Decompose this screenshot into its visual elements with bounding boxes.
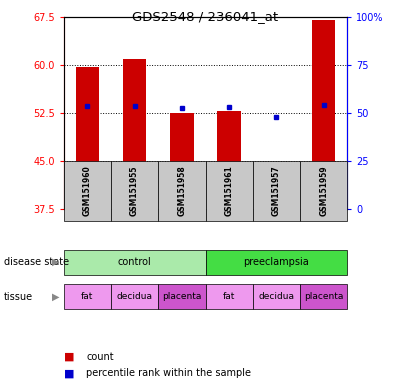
Text: decidua: decidua bbox=[259, 292, 294, 301]
Text: placenta: placenta bbox=[162, 292, 201, 301]
Bar bbox=[265, 203, 288, 209]
Text: ▶: ▶ bbox=[52, 291, 60, 302]
Bar bbox=[206, 161, 253, 221]
Bar bbox=[123, 59, 146, 209]
Bar bbox=[312, 20, 335, 209]
Text: decidua: decidua bbox=[117, 292, 152, 301]
Bar bbox=[158, 161, 206, 221]
Bar bbox=[158, 284, 206, 309]
Bar bbox=[300, 284, 347, 309]
Text: control: control bbox=[118, 257, 152, 267]
Text: fat: fat bbox=[223, 292, 236, 301]
Text: preeclampsia: preeclampsia bbox=[244, 257, 309, 267]
Text: disease state: disease state bbox=[4, 257, 69, 267]
Text: ■: ■ bbox=[64, 368, 74, 378]
Bar bbox=[253, 161, 300, 221]
Text: GSM151955: GSM151955 bbox=[130, 166, 139, 216]
Text: fat: fat bbox=[81, 292, 94, 301]
Text: ▶: ▶ bbox=[52, 257, 60, 267]
Bar bbox=[206, 250, 347, 275]
Bar bbox=[64, 161, 111, 221]
Bar bbox=[111, 161, 158, 221]
Bar bbox=[300, 161, 347, 221]
Text: ■: ■ bbox=[64, 352, 74, 362]
Bar bbox=[217, 111, 241, 209]
Text: GSM151961: GSM151961 bbox=[225, 166, 233, 216]
Bar bbox=[76, 66, 99, 209]
Text: GSM151958: GSM151958 bbox=[178, 166, 186, 216]
Bar bbox=[253, 284, 300, 309]
Text: GSM151959: GSM151959 bbox=[319, 166, 328, 216]
Text: GSM151957: GSM151957 bbox=[272, 166, 281, 216]
Text: count: count bbox=[86, 352, 114, 362]
Bar bbox=[64, 284, 111, 309]
Bar bbox=[111, 284, 158, 309]
Text: placenta: placenta bbox=[304, 292, 343, 301]
Text: tissue: tissue bbox=[4, 291, 33, 302]
Text: GDS2548 / 236041_at: GDS2548 / 236041_at bbox=[132, 10, 279, 23]
Text: GSM151960: GSM151960 bbox=[83, 166, 92, 216]
Bar bbox=[170, 113, 194, 209]
Bar bbox=[206, 284, 253, 309]
Bar bbox=[64, 250, 206, 275]
Text: percentile rank within the sample: percentile rank within the sample bbox=[86, 368, 251, 378]
